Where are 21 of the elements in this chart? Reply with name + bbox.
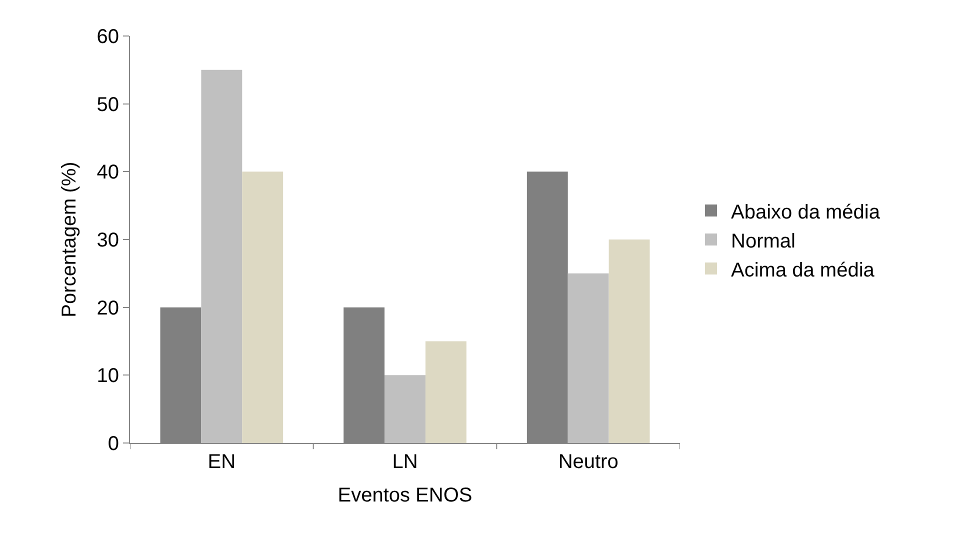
y-tick-label: 30 <box>96 230 119 252</box>
bar <box>384 375 426 443</box>
bar <box>242 172 284 443</box>
bar <box>608 240 650 443</box>
y-tick-label: 40 <box>96 162 119 184</box>
legend-label: Acima da média <box>731 259 876 282</box>
x-tick-label: Neutro <box>558 451 618 473</box>
legend-label: Abaixo da média <box>731 201 881 224</box>
y-tick-label: 20 <box>96 297 119 320</box>
x-tick-label: LN <box>392 451 418 473</box>
bar <box>201 70 242 443</box>
y-tick-label: 0 <box>108 433 119 455</box>
legend-label: Normal <box>731 230 796 252</box>
y-tick-label: 50 <box>96 94 119 116</box>
x-axis-title: Eventos ENOS <box>338 484 472 506</box>
y-axis-title: Porcentagem (%) <box>58 162 80 318</box>
bar <box>425 341 466 443</box>
y-tick-label: 60 <box>96 26 119 48</box>
y-tick-label: 10 <box>96 365 119 388</box>
bar <box>568 273 609 443</box>
x-tick-label: EN <box>208 451 236 473</box>
